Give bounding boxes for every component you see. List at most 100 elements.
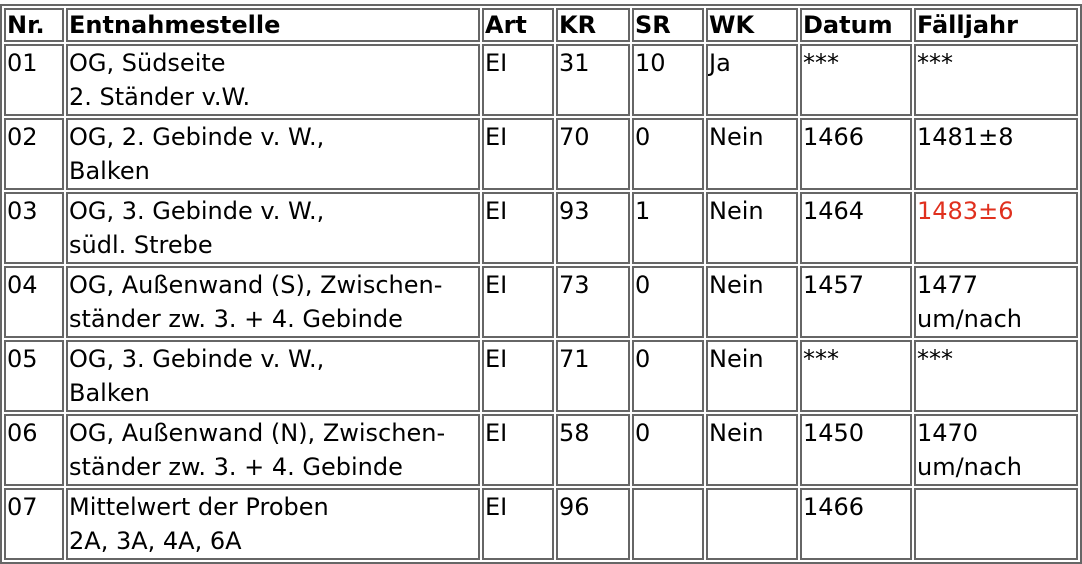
table-row: 05 OG, 3. Gebinde v. W., Balken EI 71 0 Nein **… [4,340,1078,412]
art-text: EI [485,123,508,151]
stelle-line: 2A, 3A, 4A, 6A [69,527,242,555]
faelljahr-line: 1481±8 [917,123,1014,151]
wk-text: Nein [709,345,764,373]
kr-text: 31 [559,49,590,77]
art-text: EI [485,197,508,225]
art-text: EI [485,345,508,373]
header-sr: SR [632,8,704,42]
wk-text: Nein [709,123,764,151]
cell-entnahmestelle: OG, Südseite 2. Ständer v.W. [66,44,480,116]
cell-sr: 0 [632,340,704,412]
cell-kr: 73 [556,266,630,338]
kr-text: 58 [559,419,590,447]
kr-text: 71 [559,345,590,373]
sr-text: 0 [635,345,651,373]
nr-text: 03 [7,197,38,225]
nr-text: 04 [7,271,38,299]
nr-text: 06 [7,419,38,447]
table-row: 01 OG, Südseite 2. Ständer v.W. EI 31 10 Ja ***… [4,44,1078,116]
stelle-line: Balken [69,379,150,407]
cell-nr: 04 [4,266,64,338]
cell-sr: 1 [632,192,704,264]
art-text: EI [485,271,508,299]
cell-entnahmestelle: OG, 3. Gebinde v. W., südl. Strebe [66,192,480,264]
art-text: EI [485,493,508,521]
datum-text: *** [803,49,839,77]
cell-kr: 71 [556,340,630,412]
cell-nr: 07 [4,488,64,560]
cell-wk: Ja [706,44,798,116]
sr-text: 0 [635,419,651,447]
cell-datum: 1466 [800,488,912,560]
cell-faelljahr: 1477 um/nach [914,266,1078,338]
cell-sr: 0 [632,414,704,486]
header-datum: Datum [800,8,912,42]
cell-wk: Nein [706,118,798,190]
art-text: EI [485,49,508,77]
table-row: 04 OG, Außenwand (S), Zwischen-ständer zw… [4,266,1078,338]
header-row: Nr. Entnahmestelle Art KR SR WK Datum Fä… [4,8,1078,42]
table-row: 02 OG, 2. Gebinde v. W., Balken EI 70 0 Nein 14… [4,118,1078,190]
cell-datum: 1457 [800,266,912,338]
cell-datum: 1464 [800,192,912,264]
cell-wk: Nein [706,414,798,486]
nr-text: 07 [7,493,38,521]
sr-text: 0 [635,123,651,151]
faelljahr-line: 1470 [917,419,979,447]
wk-text: Nein [709,197,764,225]
cell-kr: 93 [556,192,630,264]
cell-faelljahr: 1481±8 [914,118,1078,190]
cell-entnahmestelle: Mittelwert der Proben 2A, 3A, 4A, 6A [66,488,480,560]
stelle-line: OG, Außenwand (S), Zwischen- [69,271,443,299]
cell-faelljahr [914,488,1078,560]
cell-wk: Nein [706,192,798,264]
cell-art: EI [482,266,554,338]
wk-text: Nein [709,271,764,299]
stelle-line: OG, 3. Gebinde v. W., [69,197,325,225]
cell-wk [706,488,798,560]
header-art: Art [482,8,554,42]
wk-text: Ja [709,49,731,77]
cell-kr: 58 [556,414,630,486]
kr-text: 96 [559,493,590,521]
header-nr: Nr. [4,8,64,42]
stelle-line: südl. Strebe [69,231,213,259]
cell-wk: Nein [706,266,798,338]
faelljahr-line: um/nach [917,305,1022,333]
cell-nr: 01 [4,44,64,116]
wk-text: Nein [709,419,764,447]
cell-entnahmestelle: OG, Außenwand (S), Zwischen-ständer zw. … [66,266,480,338]
cell-sr: 10 [632,44,704,116]
table-row: 06 OG, Außenwand (N), Zwischen-ständer zw… [4,414,1078,486]
cell-sr [632,488,704,560]
faelljahr-line: *** [917,345,953,373]
faelljahr-line: 1477 [917,271,979,299]
table-row: 07 Mittelwert der Proben 2A, 3A, 4A, 6A EI 9… [4,488,1078,560]
sr-text: 0 [635,271,651,299]
faelljahr-line: 1483±6 [917,197,1014,225]
cell-kr: 31 [556,44,630,116]
cell-faelljahr: 1470 um/nach [914,414,1078,486]
cell-art: EI [482,340,554,412]
stelle-line: 2. Ständer v.W. [69,83,251,111]
datum-text: 1464 [803,197,865,225]
nr-text: 01 [7,49,38,77]
stelle-line: Balken [69,157,150,185]
cell-faelljahr: *** [914,44,1078,116]
stelle-line: OG, Außenwand (N), Zwischen- [69,419,446,447]
cell-sr: 0 [632,118,704,190]
datum-text: 1450 [803,419,865,447]
cell-art: EI [482,414,554,486]
cell-kr: 70 [556,118,630,190]
datum-text: 1457 [803,271,865,299]
kr-text: 73 [559,271,590,299]
sample-table: Nr. Entnahmestelle Art KR SR WK Datum Fä… [0,4,1082,564]
cell-faelljahr: *** [914,340,1078,412]
cell-nr: 05 [4,340,64,412]
cell-datum: 1450 [800,414,912,486]
cell-nr: 02 [4,118,64,190]
cell-kr: 96 [556,488,630,560]
cell-art: EI [482,488,554,560]
datum-text: *** [803,345,839,373]
sr-text: 10 [635,49,666,77]
